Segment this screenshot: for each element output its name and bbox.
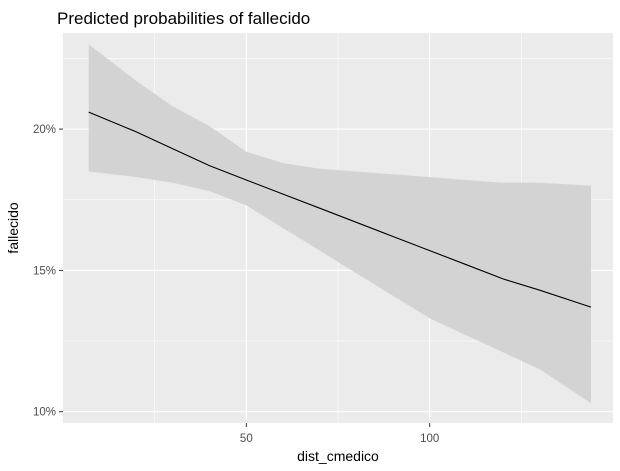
confidence-ribbon (88, 44, 591, 404)
prediction-line (88, 111, 592, 308)
y-tick-label: 15% (33, 265, 56, 277)
x-tick-label: 50 (240, 433, 253, 445)
x-axis-title: dist_cmedico (297, 448, 379, 464)
y-axis-title: fallecido (5, 202, 21, 254)
y-tick-label: 20% (33, 124, 56, 136)
y-axis-ticks: 10% 15% 20% (33, 124, 63, 419)
chart-title: Predicted probabilities of fallecido (57, 9, 310, 28)
x-tick-label: 100 (420, 433, 439, 445)
x-axis-ticks: 50 100 (240, 423, 439, 445)
y-tick-label: 10% (33, 407, 56, 419)
